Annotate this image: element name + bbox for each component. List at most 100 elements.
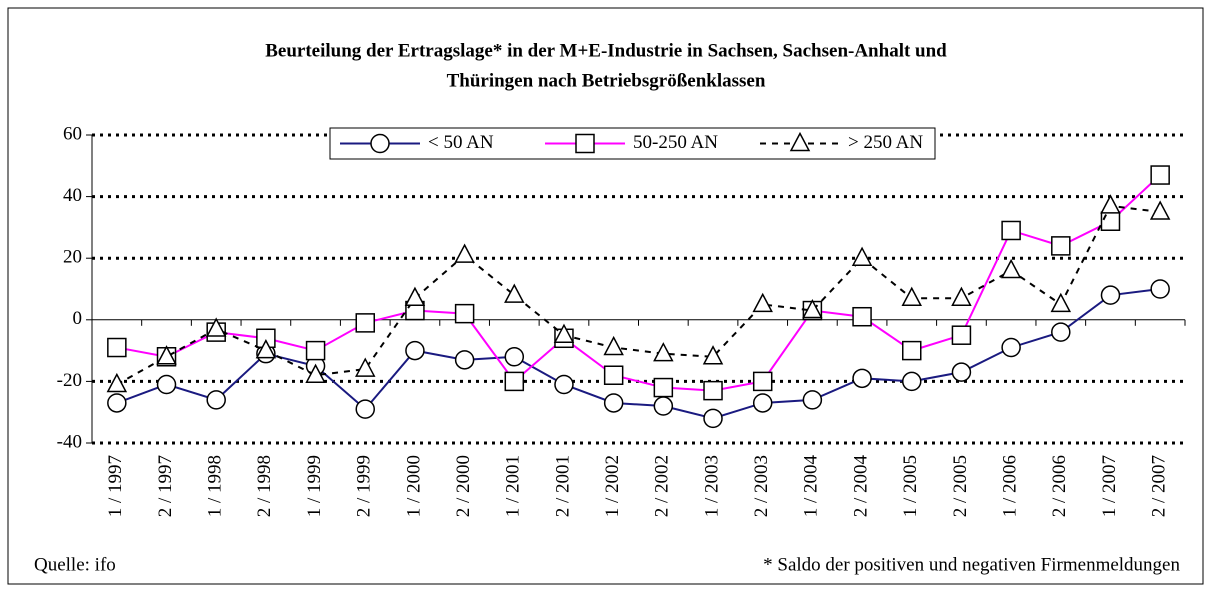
point (1051, 236, 1071, 256)
point (802, 298, 823, 319)
x-tick-label: 1 / 2004 (801, 455, 822, 518)
x-tick-label: 2 / 2005 (950, 455, 971, 517)
series-line (116, 204, 1161, 386)
point (789, 131, 811, 152)
x-tick-label: 2 / 2006 (1049, 455, 1070, 517)
series-line (116, 288, 1161, 420)
x-tick-label: 1 / 1998 (205, 455, 226, 517)
point (156, 374, 177, 395)
legend: < 50 AN 50-250 AN > 250 AN (329, 127, 936, 160)
x-tick-label: 1 / 2003 (701, 455, 722, 517)
point (206, 390, 226, 410)
point (255, 338, 277, 359)
point (1150, 165, 1170, 185)
point (901, 286, 922, 306)
x-tick-label: 1 / 2000 (403, 455, 424, 517)
point (454, 243, 475, 263)
point (802, 390, 823, 410)
point (902, 340, 922, 361)
point (951, 325, 972, 345)
point (1001, 220, 1021, 241)
point (851, 246, 873, 266)
footnote: * Saldo der positiven und negativen Firm… (763, 554, 1180, 575)
x-tick-label: 2 / 2007 (1149, 455, 1170, 517)
x-tick-label: 1 / 1997 (105, 455, 126, 517)
point (106, 372, 128, 393)
point (951, 286, 972, 306)
point (752, 292, 773, 313)
chart-title: Thüringen nach Betriebsgrößenklassen (447, 70, 766, 91)
point (370, 133, 390, 154)
x-tick-label: 2 / 2004 (850, 455, 871, 518)
x-tick-label: 2 / 2001 (552, 455, 573, 517)
point (1150, 279, 1170, 299)
point (305, 363, 326, 383)
point (1100, 285, 1121, 305)
y-tick-label: -20 (57, 370, 82, 391)
frame (7, 7, 1204, 585)
point (1149, 200, 1171, 220)
x-tick-label: 1 / 2005 (900, 455, 921, 517)
point (107, 393, 127, 413)
x-tick-label: 1 / 2002 (602, 455, 623, 517)
series-line (116, 174, 1161, 392)
x-tick-label: 2 / 1999 (354, 455, 375, 517)
point (554, 374, 574, 395)
point (454, 303, 475, 324)
point (852, 306, 872, 327)
series (106, 194, 1171, 393)
point (902, 371, 922, 392)
x-tick-label: 1 / 2001 (503, 455, 524, 517)
point (603, 335, 624, 356)
point (355, 357, 376, 377)
point (1100, 194, 1121, 214)
point (703, 408, 723, 429)
y-tick-label: 60 (63, 123, 82, 144)
chart-title: Beurteilung der Ertragslage* in der M+E-… (265, 40, 947, 61)
point (205, 317, 227, 337)
point (156, 345, 177, 365)
legend-label: 50-250 AN (633, 132, 718, 153)
point (702, 345, 724, 365)
point (355, 399, 375, 419)
source: Quelle: ifo (34, 554, 116, 575)
y-tick-label: 40 (63, 185, 82, 206)
point (553, 323, 575, 343)
point (1000, 258, 1022, 279)
y-tick-label: 20 (63, 247, 82, 268)
point (454, 350, 475, 370)
point (653, 342, 674, 362)
y-tick-label: -40 (57, 431, 82, 452)
point (355, 313, 375, 333)
point (404, 286, 426, 306)
point (603, 393, 624, 413)
x-tick-label: 2 / 2000 (453, 455, 474, 517)
x-tick-label: 2 / 2003 (751, 455, 772, 517)
point (305, 340, 326, 361)
point (1050, 292, 1072, 313)
point (703, 380, 723, 401)
legend-label: < 50 AN (428, 132, 494, 153)
point (1051, 322, 1071, 342)
x-tick-label: 1 / 2006 (999, 455, 1020, 517)
point (504, 371, 525, 392)
x-tick-label: 1 / 1999 (304, 455, 325, 517)
legend-label: > 250 AN (848, 132, 923, 153)
x-tick-label: 2 / 1998 (254, 455, 275, 517)
x-tick-label: 2 / 1997 (155, 455, 176, 517)
point (653, 396, 674, 416)
y-tick-label: 0 (73, 308, 83, 329)
point (504, 283, 525, 303)
x-tick-label: 2 / 2002 (652, 455, 673, 517)
series (107, 165, 1170, 401)
point (653, 377, 674, 398)
point (575, 133, 595, 154)
point (752, 393, 773, 413)
point (603, 365, 624, 385)
point (951, 362, 972, 382)
x-tick-label: 1 / 2007 (1099, 455, 1120, 517)
point (405, 340, 425, 361)
point (1100, 211, 1121, 231)
point (1001, 337, 1021, 358)
